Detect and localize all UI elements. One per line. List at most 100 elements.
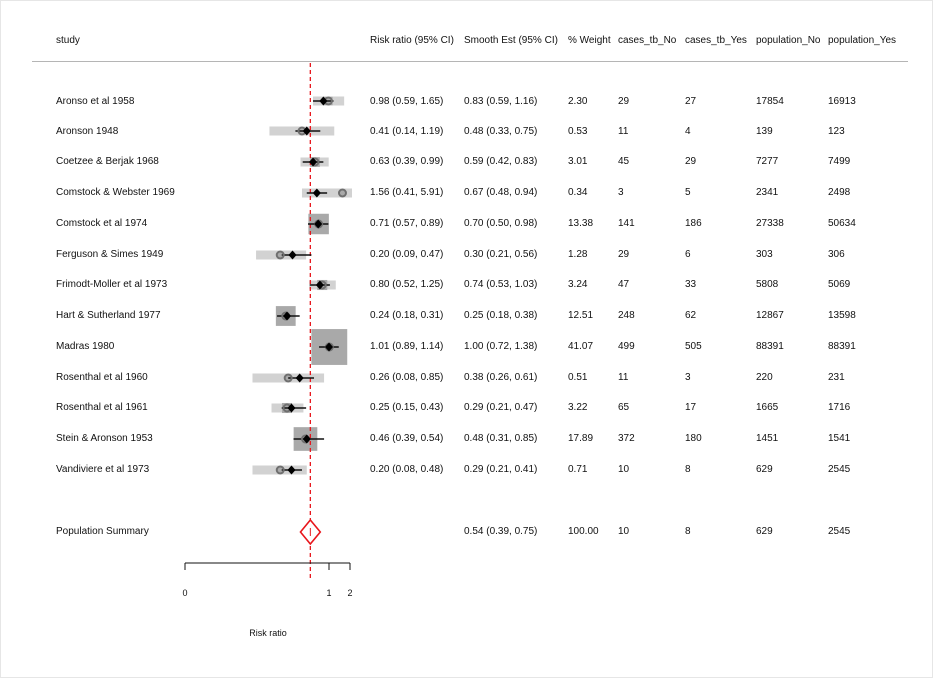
population-yes-value: 123 <box>828 126 845 137</box>
study-name: Rosenthal et al 1960 <box>56 372 148 383</box>
weight-value: 1.28 <box>568 249 588 260</box>
smooth-estimate <box>287 465 296 475</box>
population-yes-value: 7499 <box>828 156 851 167</box>
cases-yes-value: 3 <box>685 372 691 383</box>
population-no-value: 88391 <box>756 341 784 352</box>
weight-value: 0.51 <box>568 372 588 383</box>
population-yes-value: 1541 <box>828 433 851 444</box>
smooth-est-ci: 0.74 (0.53, 1.03) <box>464 279 538 290</box>
smooth-est-ci: 0.38 (0.26, 0.61) <box>464 372 538 383</box>
cases-yes-value: 180 <box>685 433 702 444</box>
table-row: Aronson 1948 0.41 (0.14, 1.19) 0.48 (0.3… <box>0 125 933 139</box>
smooth-estimate <box>309 157 318 167</box>
summary-population-yes: 2545 <box>828 526 851 537</box>
cases-no-value: 499 <box>618 341 635 352</box>
observed-point <box>275 250 285 260</box>
risk-ratio-ci: 0.98 (0.59, 1.65) <box>370 96 444 107</box>
x-axis: 0 1 2 Risk ratio <box>182 562 353 638</box>
smooth-est-ci: 0.70 (0.50, 0.98) <box>464 218 538 229</box>
summary-smooth-est-ci: 0.54 (0.39, 0.75) <box>464 526 538 537</box>
smooth-est-ci: 0.59 (0.42, 0.83) <box>464 156 538 167</box>
population-yes-value: 1716 <box>828 402 851 413</box>
header-smooth-est: Smooth Est (95% CI) <box>464 35 558 46</box>
smooth-estimate <box>319 96 328 106</box>
x-axis-label: Risk ratio <box>249 628 287 638</box>
summary-cases-yes: 8 <box>685 526 691 537</box>
smooth-estimate <box>287 403 296 413</box>
weight-value: 13.38 <box>568 218 594 229</box>
population-no-value: 17854 <box>756 96 784 107</box>
header-population-no: population_No <box>756 35 821 46</box>
cases-yes-value: 5 <box>685 187 691 198</box>
cases-yes-value: 17 <box>685 402 697 413</box>
table-row: Rosenthal et al 1960 0.26 (0.08, 0.85) 0… <box>0 371 933 385</box>
weight-value: 41.07 <box>568 341 594 352</box>
study-name: Aronso et al 1958 <box>56 96 135 107</box>
study-name: Coetzee & Berjak 1968 <box>56 156 159 167</box>
smooth-estimate <box>288 250 297 260</box>
observed-point <box>275 465 285 475</box>
weight-value: 0.71 <box>568 464 588 475</box>
weight-value: 3.24 <box>568 279 588 290</box>
risk-ratio-ci: 0.24 (0.18, 0.31) <box>370 310 444 321</box>
cases-yes-value: 62 <box>685 310 697 321</box>
weight-value: 3.01 <box>568 156 588 167</box>
table-row: Vandiviere et al 1973 0.20 (0.08, 0.48) … <box>0 463 933 477</box>
weight-box <box>277 251 284 259</box>
table-row: Comstock et al 1974 0.71 (0.57, 0.89) 0.… <box>0 217 933 231</box>
weight-value: 17.89 <box>568 433 594 444</box>
study-name: Comstock & Webster 1969 <box>56 187 175 198</box>
smooth-est-ci: 1.00 (0.72, 1.38) <box>464 341 538 352</box>
x-tick-label: 0 <box>182 588 187 598</box>
population-no-value: 139 <box>756 126 773 137</box>
header-weight: % Weight <box>568 35 611 46</box>
cases-no-value: 10 <box>618 464 630 475</box>
risk-ratio-ci: 0.80 (0.52, 1.25) <box>370 279 444 290</box>
risk-ratio-ci: 0.25 (0.15, 0.43) <box>370 402 444 413</box>
population-yes-value: 50634 <box>828 218 856 229</box>
weight-value: 12.51 <box>568 310 594 321</box>
risk-ratio-ci: 0.20 (0.08, 0.48) <box>370 464 444 475</box>
observed-point <box>283 373 293 383</box>
smooth-estimate <box>302 126 311 136</box>
risk-ratio-ci: 1.56 (0.41, 5.91) <box>370 187 444 198</box>
summary-weight: 100.00 <box>568 526 599 537</box>
plot-background-layer <box>252 63 352 578</box>
risk-ratio-ci: 0.41 (0.14, 1.19) <box>370 126 444 137</box>
summary-row: Population Summary 0.54 (0.39, 0.75) 100… <box>0 525 933 539</box>
study-name: Stein & Aronson 1953 <box>56 433 153 444</box>
smooth-est-ci: 0.29 (0.21, 0.41) <box>464 464 538 475</box>
population-no-value: 12867 <box>756 310 784 321</box>
population-no-value: 629 <box>756 464 773 475</box>
smooth-est-ci: 0.48 (0.31, 0.85) <box>464 433 538 444</box>
weight-box <box>339 190 346 196</box>
smooth-estimate <box>314 219 323 229</box>
smooth-estimate <box>325 342 333 352</box>
x-tick-label: 1 <box>326 588 331 598</box>
population-yes-value: 13598 <box>828 310 856 321</box>
smooth-est-ci: 0.25 (0.18, 0.38) <box>464 310 538 321</box>
population-no-value: 220 <box>756 372 773 383</box>
risk-ratio-ci: 1.01 (0.89, 1.14) <box>370 341 444 352</box>
cases-no-value: 248 <box>618 310 635 321</box>
table-row: Madras 1980 1.01 (0.89, 1.14) 1.00 (0.72… <box>0 340 933 354</box>
smooth-est-ci: 0.48 (0.33, 0.75) <box>464 126 538 137</box>
cases-no-value: 29 <box>618 249 630 260</box>
cases-yes-value: 186 <box>685 218 702 229</box>
summary-label: Population Summary <box>56 526 149 537</box>
weight-value: 0.53 <box>568 126 588 137</box>
study-name: Vandiviere et al 1973 <box>56 464 150 475</box>
cases-no-value: 3 <box>618 187 624 198</box>
smooth-est-ci: 0.30 (0.21, 0.56) <box>464 249 538 260</box>
header-cases-no: cases_tb_No <box>618 35 677 46</box>
study-name: Comstock et al 1974 <box>56 218 148 229</box>
study-name: Rosenthal et al 1961 <box>56 402 148 413</box>
summary-cases-no: 10 <box>618 526 630 537</box>
header-population-yes: population_Yes <box>828 35 897 46</box>
risk-ratio-ci: 0.63 (0.39, 0.99) <box>370 156 444 167</box>
cases-yes-value: 4 <box>685 126 691 137</box>
cases-no-value: 65 <box>618 402 630 413</box>
cases-no-value: 141 <box>618 218 635 229</box>
population-yes-value: 2498 <box>828 187 851 198</box>
